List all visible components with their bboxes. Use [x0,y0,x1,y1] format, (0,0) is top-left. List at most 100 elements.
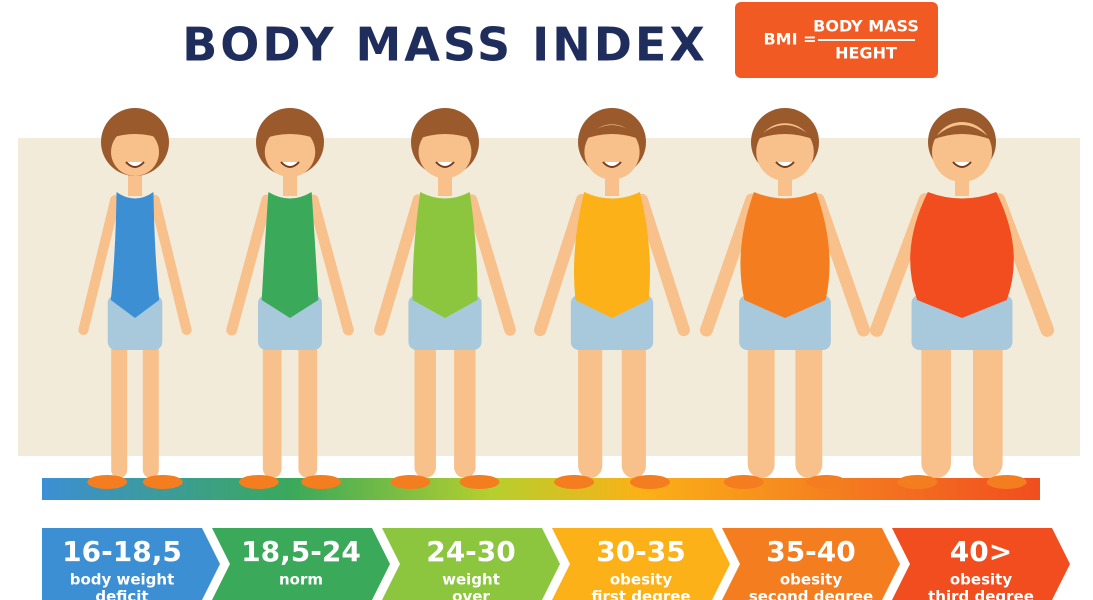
shoe [986,475,1027,489]
leg [973,330,1003,478]
arm [149,195,192,335]
shoe [459,475,500,489]
shoe [301,475,342,489]
leg [578,330,603,478]
head [418,125,472,179]
arrow [212,528,390,600]
description: second degree [749,588,873,600]
shorts [258,295,322,350]
fringe [755,125,815,140]
range-label: 18,5-24 [241,535,361,568]
arrow [42,528,220,600]
leg [795,330,823,478]
head [264,126,316,178]
arrow [722,528,900,600]
leg [414,330,436,478]
figure [374,108,516,489]
head [932,122,992,182]
shoe [897,475,938,489]
smile [952,161,972,168]
swimsuit [740,192,830,318]
swimsuit [110,192,160,318]
shorts [911,295,1013,350]
description: norm [279,571,323,589]
description: obesity [610,571,672,589]
leg [111,330,128,478]
leg [262,330,282,478]
smile [125,161,145,168]
shoe [554,475,595,489]
head [756,123,814,181]
formula-denominator: HEGHT [835,44,897,63]
figures [78,108,1055,489]
swimsuit [573,192,651,318]
shoe [629,475,670,489]
formula-numerator: BODY MASS [813,17,919,36]
head [111,128,159,176]
description: deficit [95,588,148,600]
range-label: 16-18,5 [62,535,182,568]
description: body weight [70,571,175,589]
fringe [582,125,642,140]
head [584,124,640,180]
range-label: 35-40 [766,535,856,568]
fringe [105,125,165,140]
arm [374,194,425,336]
arrow [382,528,560,600]
shoe [723,475,764,489]
swimsuit [261,192,319,318]
figure [869,108,1055,489]
smile [280,161,300,168]
neck [283,172,297,196]
swimsuit [910,192,1014,318]
gradient-bar [42,478,1040,500]
fringe [415,125,475,140]
figure [534,108,690,489]
figure [226,108,354,489]
shoe [142,475,183,489]
smile [602,161,622,168]
range-label: 30-35 [596,535,686,568]
range-label: 40> [950,535,1012,568]
description: over [452,588,490,600]
shoe [87,475,128,489]
leg [454,330,476,478]
arrow [892,528,1070,600]
range-label: 24-30 [426,535,516,568]
shoe [390,475,431,489]
swimsuit [412,192,478,318]
arm [226,194,273,336]
description: obesity [780,571,842,589]
arrow [552,528,730,600]
arm [635,193,690,337]
arm [307,194,354,336]
shoe [806,475,847,489]
description: obesity [950,571,1012,589]
smile [435,161,455,168]
leg [747,330,775,478]
arm [465,194,516,336]
description: first degree [591,588,690,600]
description: weight [442,571,500,589]
fringe [932,125,992,140]
figure [699,108,871,489]
shorts [570,295,654,350]
formula-lhs: BMI = [763,30,816,49]
shorts [107,295,163,350]
shoe [238,475,279,489]
smile [775,161,795,168]
arm [534,193,589,337]
description: third degree [928,588,1034,600]
neck [128,172,142,196]
arm [78,195,121,335]
leg [921,330,951,478]
shorts [739,295,831,350]
shorts [408,295,482,350]
leg [621,330,646,478]
title: BODY MASS INDEX [182,18,708,72]
leg [298,330,318,478]
leg [142,330,159,478]
